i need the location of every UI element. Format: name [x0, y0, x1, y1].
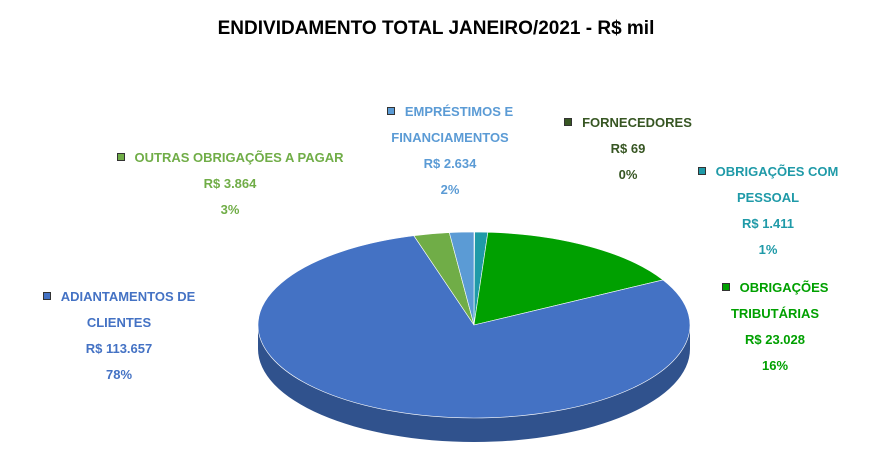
data-label: FORNECEDORES R$ 69 0%	[548, 110, 708, 188]
category-label: OUTRAS OBRIGAÇÕES A PAGAR	[134, 150, 344, 165]
data-label: OBRIGAÇÕES TRIBUTÁRIAS R$ 23.028 16%	[690, 275, 860, 379]
data-label: EMPRÉSTIMOS E FINANCIAMENTOS R$ 2.634 2%	[340, 99, 560, 203]
value-label: R$ 1.411	[741, 216, 795, 231]
slice	[473, 231, 664, 326]
category-label: EMPRÉSTIMOS E FINANCIAMENTOS	[391, 104, 514, 145]
category-label: ADIANTAMENTOS DE CLIENTES	[60, 289, 196, 330]
value-label: R$ 113.657	[85, 341, 153, 356]
legend-marker	[721, 283, 730, 291]
label-name-line: OBRIGAÇÕES COM PESSOAL	[668, 159, 868, 211]
label-name-line: OUTRAS OBRIGAÇÕES A PAGAR	[112, 145, 348, 171]
value-label: R$ 3.864	[203, 176, 257, 191]
percentage-label: 1%	[758, 242, 778, 257]
data-label: ADIANTAMENTOS DE CLIENTES R$ 113.657 78%	[14, 284, 224, 388]
category-label: OBRIGAÇÕES TRIBUTÁRIAS	[730, 280, 829, 321]
label-name-line: OBRIGAÇÕES TRIBUTÁRIAS	[690, 275, 860, 327]
value-label: R$ 2.634	[423, 156, 477, 171]
percentage-label: 78%	[105, 367, 133, 382]
label-name-line: FORNECEDORES	[548, 110, 708, 136]
slice	[257, 235, 691, 419]
value-label: R$ 23.028	[745, 332, 805, 347]
legend-marker	[116, 153, 125, 161]
percentage-label: 3%	[220, 202, 240, 217]
label-name-line: EMPRÉSTIMOS E FINANCIAMENTOS	[340, 99, 560, 151]
legend-marker	[386, 107, 395, 115]
legend-marker	[697, 167, 706, 175]
percentage-label: 2%	[440, 182, 460, 197]
category-label: FORNECEDORES	[582, 115, 692, 130]
legend-marker	[42, 292, 51, 300]
data-label: OUTRAS OBRIGAÇÕES A PAGAR R$ 3.864 3%	[112, 145, 348, 223]
percentage-label: 0%	[618, 167, 638, 182]
legend-marker	[564, 118, 573, 126]
data-label: OBRIGAÇÕES COM PESSOAL R$ 1.411 1%	[668, 159, 868, 263]
percentage-label: 16%	[761, 358, 789, 373]
label-name-line: ADIANTAMENTOS DE CLIENTES	[14, 284, 224, 336]
slice-side	[258, 325, 690, 442]
chart-title: ENDIVIDAMENTO TOTAL JANEIRO/2021 - R$ mi…	[217, 18, 655, 39]
value-label: R$ 69	[610, 141, 646, 156]
category-label: OBRIGAÇÕES COM PESSOAL	[715, 164, 839, 205]
slice	[448, 231, 475, 326]
